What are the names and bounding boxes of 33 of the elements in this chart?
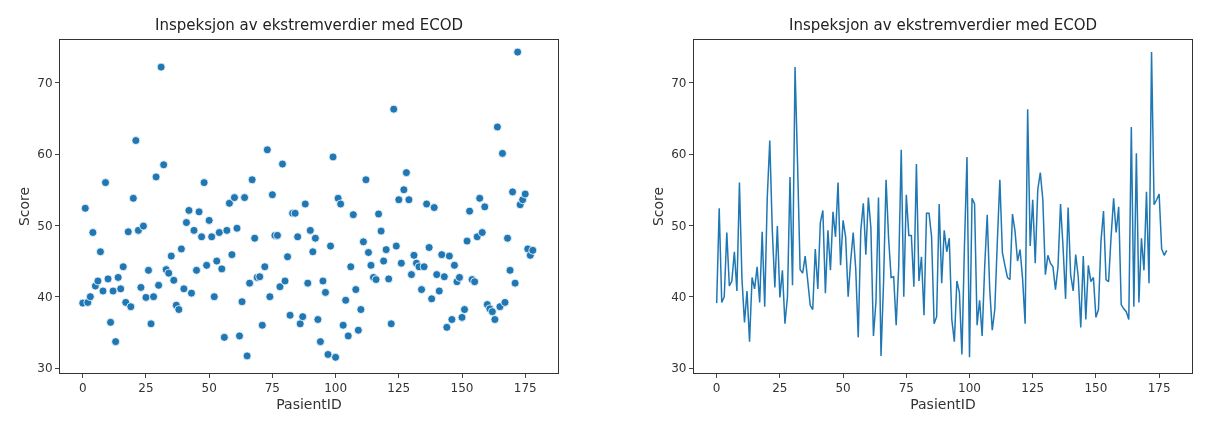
x-tick-label: 175: [1147, 381, 1171, 396]
x-axis-title: PasientID: [910, 395, 976, 412]
x-tick-label: 50: [835, 381, 851, 396]
x-tick-label: 150: [450, 381, 474, 396]
x-tick-label: 125: [387, 381, 411, 396]
chart-title: Inspeksjon av ekstremverdier med ECOD: [789, 16, 1098, 34]
y-tick-label: 40: [671, 289, 687, 304]
x-tick-label: 150: [1084, 381, 1108, 396]
y-tick-label: 50: [37, 218, 53, 233]
x-tick-label: 75: [898, 381, 914, 396]
y-tick-label: 70: [671, 75, 687, 90]
y-tick-label: 70: [37, 75, 53, 90]
x-tick-label: 100: [324, 381, 348, 396]
y-axis-title: Score: [15, 186, 32, 227]
x-tick-label: 0: [712, 381, 721, 396]
line-series: [715, 51, 1168, 359]
y-tick-label: 60: [671, 147, 687, 162]
x-tick-label: 175: [513, 381, 537, 396]
y-tick-label: 50: [671, 218, 687, 233]
x-axis-title: PasientID: [276, 395, 342, 412]
y-tick-label: 30: [37, 361, 53, 376]
y-tick-label: 30: [671, 361, 687, 376]
y-axis-title: Score: [649, 186, 666, 227]
x-tick-label: 25: [138, 381, 154, 396]
x-tick-label: 0: [78, 381, 87, 396]
x-tick-label: 125: [1021, 381, 1045, 396]
y-tick-label: 60: [37, 147, 53, 162]
y-tick-label: 40: [37, 289, 53, 304]
chart-title: Inspeksjon av ekstremverdier med ECOD: [155, 16, 464, 34]
x-tick-label: 100: [958, 381, 981, 396]
x-tick-label: 75: [264, 381, 281, 396]
x-tick-label: 50: [201, 381, 217, 396]
x-tick-label: 25: [772, 381, 788, 396]
